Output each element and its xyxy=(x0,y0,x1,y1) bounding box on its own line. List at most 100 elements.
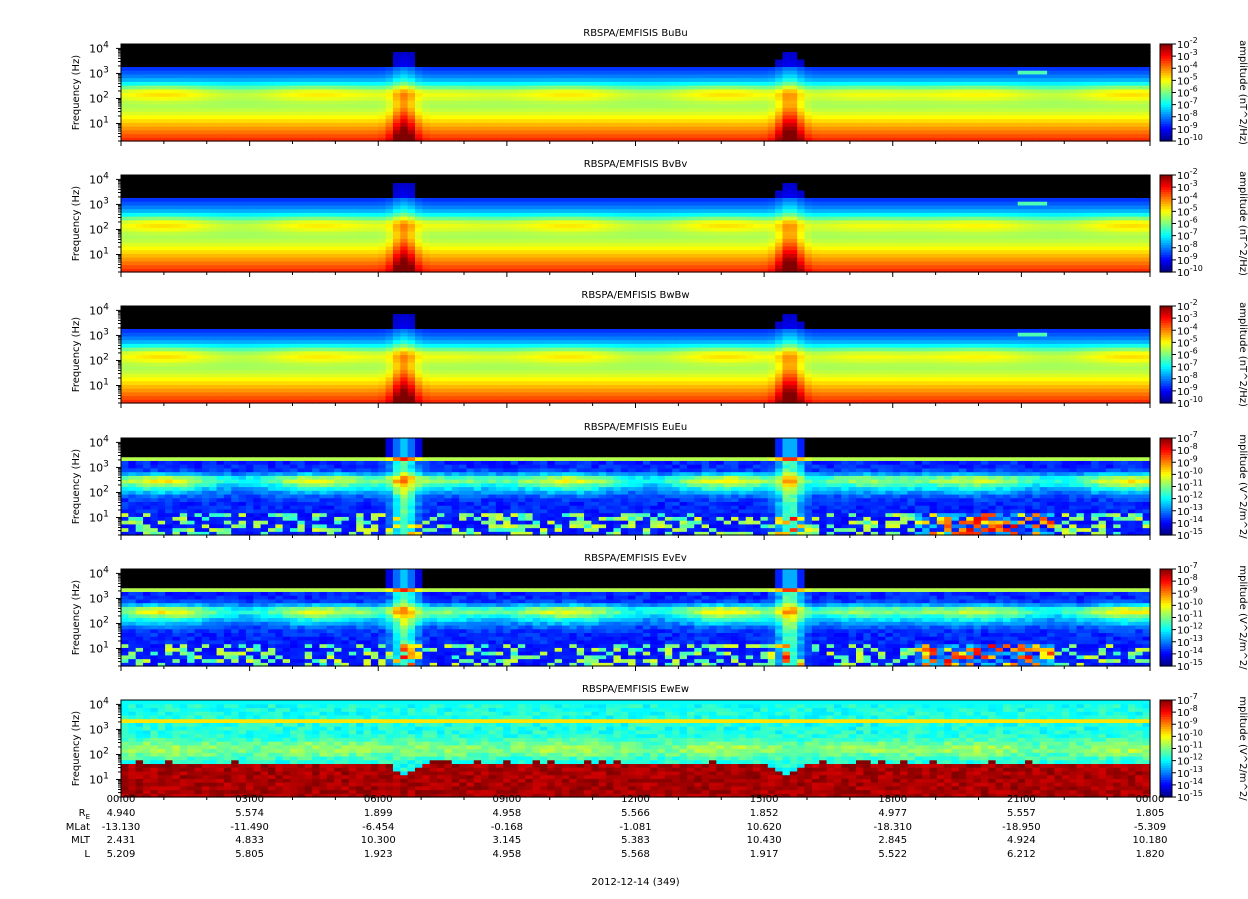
spectrogram-cell xyxy=(1128,126,1136,130)
spectrogram-cell xyxy=(996,130,1004,134)
spectrogram-cell xyxy=(195,231,203,235)
spectrogram-cell xyxy=(834,81,842,85)
spectrogram-cell xyxy=(195,100,203,104)
spectrogram-cell xyxy=(966,74,974,78)
spectrogram-cell xyxy=(371,197,379,201)
spectrogram-cell xyxy=(261,78,269,82)
spectrogram-cell xyxy=(297,261,305,265)
spectrogram-cell xyxy=(981,70,989,74)
spectrogram-cell xyxy=(775,100,783,104)
spectrogram-cell xyxy=(1018,51,1026,55)
spectrogram-cell xyxy=(1099,93,1107,97)
spectrogram-cell xyxy=(400,186,408,190)
spectrogram-cell xyxy=(371,70,379,74)
spectrogram-cell xyxy=(283,130,291,134)
spectrogram-cell xyxy=(738,115,746,119)
spectrogram-cell xyxy=(709,93,717,97)
spectrogram-cell xyxy=(694,115,702,119)
spectrogram-cell xyxy=(783,78,791,82)
spectrogram-cell xyxy=(1099,81,1107,85)
spectrogram-cell xyxy=(1077,111,1085,115)
spectrogram-cell xyxy=(172,89,180,93)
spectrogram-cell xyxy=(658,81,666,85)
spectrogram-cell xyxy=(422,257,430,261)
spectrogram-cell xyxy=(172,119,180,123)
spectrogram-cell xyxy=(533,44,541,48)
spectrogram-cell xyxy=(400,107,408,111)
spectrogram-cell xyxy=(121,93,129,97)
spectrogram-cell xyxy=(312,197,320,201)
spectrogram-cell xyxy=(150,253,158,257)
spectrogram-cell xyxy=(143,89,151,93)
spectrogram-cell xyxy=(202,235,210,239)
spectrogram-cell xyxy=(283,111,291,115)
spectrogram-cell xyxy=(474,89,482,93)
spectrogram-cell xyxy=(643,115,651,119)
spectrogram-cell xyxy=(246,130,254,134)
spectrogram-cell xyxy=(121,182,129,186)
spectrogram-cell xyxy=(356,74,364,78)
spectrogram-cell xyxy=(261,257,269,261)
spectrogram-cell xyxy=(1135,119,1143,123)
spectrogram-cell xyxy=(209,100,217,104)
spectrogram-cell xyxy=(334,186,342,190)
spectrogram-cell xyxy=(591,70,599,74)
spectrogram-cell xyxy=(878,85,886,89)
spectrogram-cell xyxy=(511,104,519,108)
spectrogram-cell xyxy=(466,81,474,85)
spectrogram-cell xyxy=(209,205,217,209)
spectrogram-cell xyxy=(334,242,342,246)
spectrogram-cell xyxy=(371,89,379,93)
spectrogram-cell xyxy=(1040,107,1048,111)
spectrogram-cell xyxy=(400,115,408,119)
spectrogram-cell xyxy=(819,48,827,52)
spectrogram-cell xyxy=(239,261,247,265)
spectrogram-cell xyxy=(334,100,342,104)
spectrogram-cell xyxy=(503,78,511,82)
spectrogram-cell xyxy=(253,182,261,186)
spectrogram-cell xyxy=(533,59,541,63)
spectrogram-cell xyxy=(459,194,467,198)
spectrogram-cell xyxy=(922,74,930,78)
spectrogram-cell xyxy=(672,85,680,89)
spectrogram-cell xyxy=(408,257,416,261)
spectrogram-cell xyxy=(349,212,357,216)
spectrogram-cell xyxy=(422,55,430,59)
spectrogram-cell xyxy=(268,216,276,220)
spectrogram-cell xyxy=(871,85,879,89)
spectrogram-cell xyxy=(1091,70,1099,74)
spectrogram-cell xyxy=(981,96,989,100)
spectrogram-cell xyxy=(371,126,379,130)
spectrogram-cell xyxy=(136,261,144,265)
spectrogram-cell xyxy=(386,253,394,257)
spectrogram-cell xyxy=(981,100,989,104)
spectrogram-cell xyxy=(187,182,195,186)
spectrogram-cell xyxy=(1113,70,1121,74)
spectrogram-cell xyxy=(393,111,401,115)
spectrogram-cell xyxy=(268,70,276,74)
spectrogram-cell xyxy=(150,48,158,52)
spectrogram-cell xyxy=(819,55,827,59)
spectrogram-cell xyxy=(900,96,908,100)
spectrogram-cell xyxy=(136,242,144,246)
spectrogram-cell xyxy=(136,100,144,104)
spectrogram-cell xyxy=(342,126,350,130)
spectrogram-cell xyxy=(202,246,210,250)
spectrogram-cell xyxy=(356,107,364,111)
spectrogram-cell xyxy=(1018,78,1026,82)
spectrogram-cell xyxy=(364,227,372,231)
spectrogram-cell xyxy=(136,227,144,231)
spectrogram-cell xyxy=(996,111,1004,115)
spectrogram-cell xyxy=(1143,107,1151,111)
spectrogram-cell xyxy=(378,130,386,134)
spectrogram-cell xyxy=(650,74,658,78)
spectrogram-cell xyxy=(393,238,401,242)
spectrogram-cell xyxy=(408,93,416,97)
spectrogram-cell xyxy=(172,104,180,108)
spectrogram-cell xyxy=(356,224,364,228)
spectrogram-cell xyxy=(400,78,408,82)
spectrogram-cell xyxy=(459,130,467,134)
spectrogram-cell xyxy=(253,104,261,108)
spectrogram-cell xyxy=(981,130,989,134)
spectrogram-cell xyxy=(246,205,254,209)
